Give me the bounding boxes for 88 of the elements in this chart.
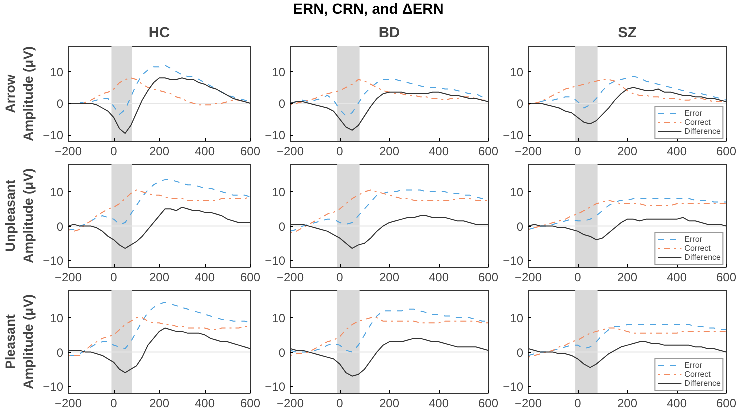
y-tick-label: 10 <box>272 185 286 200</box>
legend-label: Correct <box>684 370 711 379</box>
x-tick-label: −200 <box>276 270 304 284</box>
x-tick-label: 0 <box>336 144 344 158</box>
y-tick-label: 10 <box>50 311 64 326</box>
y-tick-label: 0 <box>56 346 64 360</box>
legend-label: Error <box>684 235 704 244</box>
x-tick-label: 400 <box>666 144 688 158</box>
x-tick-label: 0 <box>574 270 582 284</box>
legend-label: Difference <box>684 253 721 262</box>
y-tick-label: −10 <box>265 254 286 268</box>
legend-label: Error <box>684 361 704 370</box>
y-tick-label: 10 <box>510 311 524 326</box>
legend-label: Correct <box>684 118 711 127</box>
y-tick-label: 10 <box>50 65 64 80</box>
y-tick-label: −10 <box>43 380 64 394</box>
legend-label: Difference <box>684 379 721 388</box>
y-tick-label: 0 <box>516 97 524 111</box>
x-tick-label: 600 <box>716 396 737 410</box>
x-tick-label: 200 <box>379 396 400 410</box>
x-tick-label: −200 <box>54 396 82 410</box>
x-tick-label: 400 <box>428 270 450 284</box>
y-tick-label: −10 <box>43 254 64 268</box>
x-tick-label: −200 <box>54 270 82 284</box>
x-tick-label: 600 <box>716 144 737 158</box>
y-tick-label: 0 <box>56 220 64 234</box>
x-tick-label: 0 <box>336 270 344 284</box>
y-tick-label: 10 <box>510 185 524 200</box>
x-tick-label: 200 <box>149 270 170 284</box>
x-tick-label: 400 <box>194 396 216 410</box>
y-tick-label: −10 <box>43 128 64 143</box>
chart-title: SZ <box>618 26 637 42</box>
x-tick-label: 200 <box>379 144 400 158</box>
x-tick-label: 600 <box>478 144 499 158</box>
x-tick-label: 400 <box>428 144 450 158</box>
x-tick-label: 0 <box>336 396 344 410</box>
x-tick-label: −200 <box>514 396 542 410</box>
y-tick-label: 10 <box>50 185 64 200</box>
x-tick-label: −200 <box>54 144 82 158</box>
x-tick-label: −200 <box>276 396 304 410</box>
y-tick-label: −10 <box>503 128 524 143</box>
x-tick-label: 0 <box>110 396 118 410</box>
x-tick-label: 0 <box>110 144 118 158</box>
y-tick-label: 0 <box>278 346 286 360</box>
text: ERN, CRN, and ΔERN <box>292 1 445 20</box>
x-tick-label: 600 <box>240 144 261 158</box>
x-tick-label: 200 <box>617 270 638 284</box>
y-axis-title: Pleasant Amplitude (μV) <box>3 294 36 390</box>
y-tick-label: 0 <box>278 97 286 111</box>
y-tick-label: 0 <box>278 220 286 234</box>
y-tick-label: 10 <box>510 65 524 80</box>
y-tick-label: −10 <box>503 254 524 268</box>
x-tick-label: −200 <box>514 270 542 284</box>
x-tick-label: 400 <box>194 270 216 284</box>
x-tick-label: 600 <box>240 270 261 284</box>
chart-title: BD <box>378 26 400 42</box>
x-tick-label: 200 <box>149 144 170 158</box>
y-tick-label: 0 <box>516 346 524 360</box>
y-tick-label: −10 <box>503 380 524 394</box>
y-tick-label: 0 <box>516 220 524 234</box>
x-tick-label: 600 <box>478 270 499 284</box>
x-tick-label: −200 <box>514 144 542 158</box>
legend-label: Error <box>684 109 704 118</box>
y-tick-label: −10 <box>265 380 286 394</box>
legend-label: Correct <box>684 244 711 253</box>
x-tick-label: 200 <box>379 270 400 284</box>
chart-title: HC <box>148 26 170 42</box>
x-tick-label: 600 <box>240 396 261 410</box>
y-tick-label: 0 <box>56 97 64 111</box>
x-tick-label: 200 <box>617 396 638 410</box>
x-tick-label: 0 <box>574 144 582 158</box>
y-tick-label: 10 <box>272 65 286 80</box>
x-tick-label: 400 <box>666 270 688 284</box>
legend-label: Difference <box>684 127 721 136</box>
x-tick-label: 0 <box>110 270 118 284</box>
x-tick-label: −200 <box>276 144 304 158</box>
x-tick-label: 400 <box>428 396 450 410</box>
x-tick-label: 600 <box>716 270 737 284</box>
x-tick-label: 400 <box>194 144 216 158</box>
x-tick-label: 0 <box>574 396 582 410</box>
y-axis-title: Unpleasant Amplitude (μV) <box>3 168 36 264</box>
y-tick-label: 10 <box>272 311 286 326</box>
x-tick-label: 400 <box>666 396 688 410</box>
y-tick-label: −10 <box>265 128 286 143</box>
x-tick-label: 200 <box>149 396 170 410</box>
x-tick-label: 200 <box>617 144 638 158</box>
y-axis-title: Arrow Amplitude (μV) <box>3 46 36 142</box>
x-tick-label: 600 <box>478 396 499 410</box>
